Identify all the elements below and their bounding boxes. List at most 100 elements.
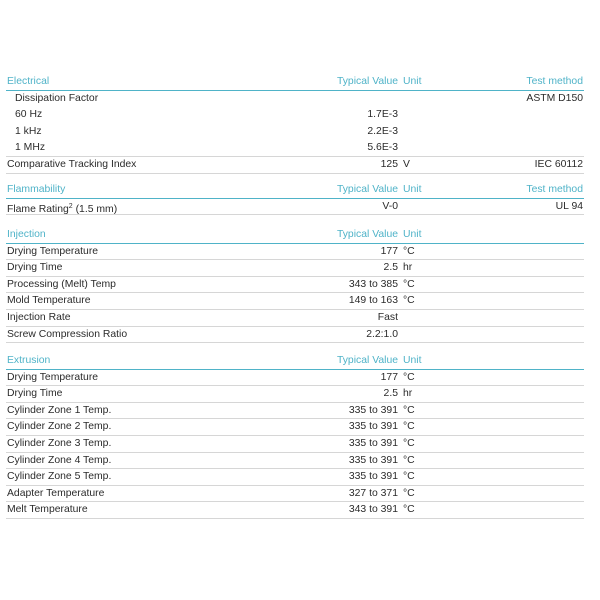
unit: hr xyxy=(403,262,413,274)
property-label: Comparative Tracking Index xyxy=(7,158,137,170)
typical-value: 1.7E-3 xyxy=(367,109,398,121)
test-method: ASTM D150 xyxy=(526,92,583,104)
table-row: Cylinder Zone 5 Temp. 335 to 391 °C xyxy=(6,469,584,486)
section-electrical: Electrical Typical Value Unit Test method Di… xyxy=(6,74,584,174)
section-title: Extrusion xyxy=(7,355,51,366)
typical-value: 335 to 391 xyxy=(348,437,398,449)
table-row: Screw Compression Ratio 2.2:1.0 xyxy=(6,327,584,344)
typical-value: 327 to 371 xyxy=(348,487,398,499)
property-label: Dissipation Factor xyxy=(15,92,99,104)
table-row: Drying Temperature 177 °C xyxy=(6,244,584,261)
unit: °C xyxy=(403,295,415,307)
unit: °C xyxy=(403,421,415,433)
property-label: Melt Temperature xyxy=(7,504,88,516)
typical-value: 335 to 391 xyxy=(348,404,398,416)
test-method: UL 94 xyxy=(555,200,583,212)
table-row: Drying Temperature 177 °C xyxy=(6,370,584,387)
column-typical-value: Typical Value xyxy=(336,76,398,87)
section-flammability: Flammability Typical Value Unit Test method… xyxy=(6,182,584,218)
property-label: Cylinder Zone 1 Temp. xyxy=(7,404,112,416)
column-unit: Unit xyxy=(403,184,422,195)
section-header: Injection Typical Value Unit xyxy=(6,227,584,244)
table-row: Comparative Tracking Index 125 V IEC 60112 xyxy=(6,157,584,174)
typical-value: 2.5 xyxy=(383,388,398,400)
property-label: Mold Temperature xyxy=(7,295,91,307)
property-name: Injection Rate xyxy=(7,310,71,326)
property-name: 1 kHz xyxy=(7,124,42,140)
property-label: Injection Rate xyxy=(7,311,71,323)
property-name: Processing (Melt) Temp xyxy=(7,277,116,293)
property-name: Cylinder Zone 2 Temp. xyxy=(7,419,111,435)
property-name: Drying Time xyxy=(7,260,62,276)
property-name: Drying Temperature xyxy=(7,244,98,260)
unit: °C xyxy=(403,245,415,257)
property-label: Processing (Melt) Temp xyxy=(7,278,116,290)
property-name: Comparative Tracking Index xyxy=(7,157,136,173)
section-header: Electrical Typical Value Unit Test method xyxy=(6,74,584,91)
section-extrusion: Extrusion Typical Value Unit Drying Tempera… xyxy=(6,353,584,519)
property-name: Cylinder Zone 4 Temp. xyxy=(7,453,111,469)
property-name: Drying Temperature xyxy=(7,370,98,386)
property-name: Dissipation Factor xyxy=(7,91,98,107)
unit: °C xyxy=(403,371,415,383)
property-label: Flame Rating xyxy=(7,203,69,215)
section-injection: Injection Typical Value Unit Drying Tempera… xyxy=(6,227,584,344)
column-test-method: Test method xyxy=(526,184,583,195)
property-name: Cylinder Zone 3 Temp. xyxy=(7,436,111,452)
property-label: 1 MHz xyxy=(15,142,46,154)
table-row: Cylinder Zone 3 Temp. 335 to 391 °C xyxy=(6,436,584,453)
typical-value: V-0 xyxy=(382,200,398,212)
property-label: 60 Hz xyxy=(15,109,43,121)
property-name: Cylinder Zone 1 Temp. xyxy=(7,403,111,419)
table-row: 1 kHz 2.2E-3 xyxy=(6,124,584,141)
property-label: Drying Time xyxy=(7,262,63,274)
unit: hr xyxy=(403,388,413,400)
property-name: Mold Temperature xyxy=(7,293,91,309)
typical-value: 335 to 391 xyxy=(348,454,398,466)
table-row: Injection Rate Fast xyxy=(6,310,584,327)
property-name: 60 Hz xyxy=(7,107,42,123)
table-row: Melt Temperature 343 to 391 °C xyxy=(6,502,584,519)
property-label: Cylinder Zone 3 Temp. xyxy=(7,437,112,449)
unit: °C xyxy=(403,504,415,516)
table-row: Cylinder Zone 1 Temp. 335 to 391 °C xyxy=(6,403,584,420)
unit: °C xyxy=(403,454,415,466)
property-name: 1 MHz xyxy=(7,140,45,156)
table-row: Cylinder Zone 2 Temp. 335 to 391 °C xyxy=(6,419,584,436)
unit: V xyxy=(403,158,410,170)
property-name: Adapter Temperature xyxy=(7,486,104,502)
property-label: Adapter Temperature xyxy=(7,487,105,499)
typical-value: 335 to 391 xyxy=(348,471,398,483)
table-row: 1 MHz 5.6E-3 xyxy=(6,140,584,157)
typical-value: 2.2E-3 xyxy=(367,125,398,137)
property-name: Drying Time xyxy=(7,386,62,402)
table-row: Processing (Melt) Temp 343 to 385 °C xyxy=(6,277,584,294)
section-header: Extrusion Typical Value Unit xyxy=(6,353,584,370)
typical-value: 2.5 xyxy=(383,262,398,274)
property-label: Drying Time xyxy=(7,388,63,400)
unit: °C xyxy=(403,487,415,499)
property-name: Melt Temperature xyxy=(7,502,88,518)
typical-value: 343 to 385 xyxy=(348,278,398,290)
property-label: 1 kHz xyxy=(15,125,42,137)
typical-value: 177 xyxy=(380,245,398,257)
typical-value: 149 to 163 xyxy=(348,295,398,307)
test-method: IEC 60112 xyxy=(534,158,583,170)
table-row: Dissipation Factor ASTM D150 xyxy=(6,91,584,108)
property-name: Screw Compression Ratio xyxy=(7,327,127,343)
property-name: Flame Rating2 (1.5 mm) xyxy=(7,199,117,218)
unit: °C xyxy=(403,471,415,483)
unit: °C xyxy=(403,278,415,290)
column-typical-value: Typical Value xyxy=(336,229,398,240)
section-title: Injection xyxy=(7,229,46,240)
section-title: Electrical xyxy=(7,76,50,87)
typical-value: 335 to 391 xyxy=(348,421,398,433)
table-row: Drying Time 2.5 hr xyxy=(6,386,584,403)
unit: °C xyxy=(403,404,415,416)
table-row: Adapter Temperature 327 to 371 °C xyxy=(6,486,584,503)
typical-value: 343 to 391 xyxy=(348,504,398,516)
table-row: 60 Hz 1.7E-3 xyxy=(6,107,584,124)
table-row: Drying Time 2.5 hr xyxy=(6,260,584,277)
column-unit: Unit xyxy=(403,229,422,240)
section-title: Flammability xyxy=(7,184,66,195)
